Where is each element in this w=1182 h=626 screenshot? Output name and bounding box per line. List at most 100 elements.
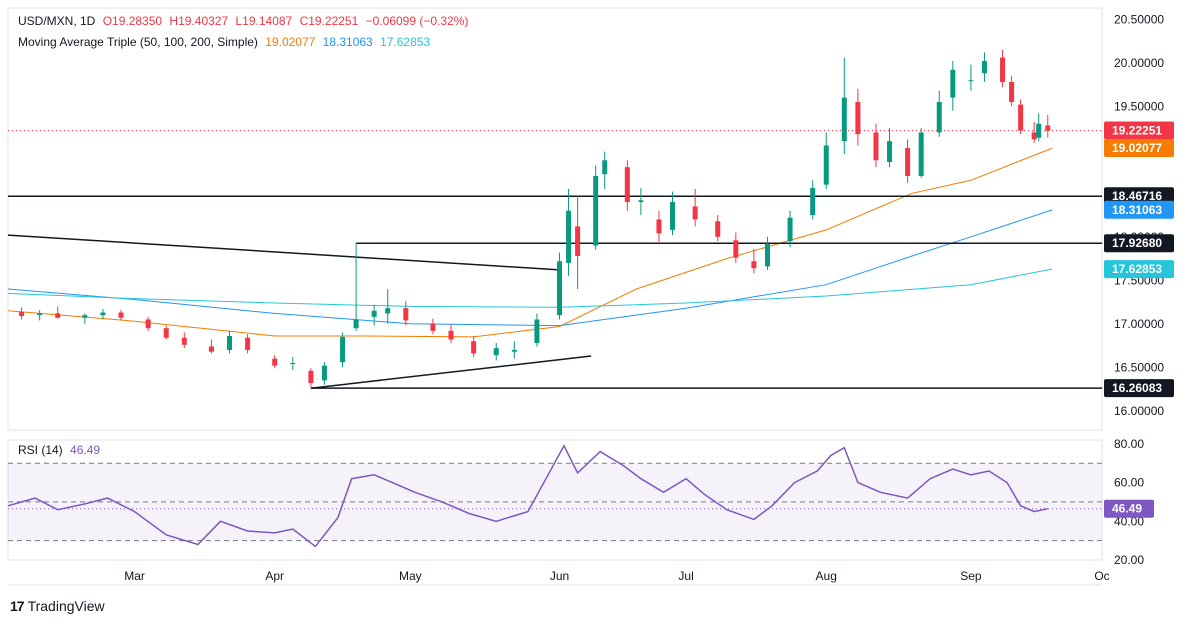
ma-title[interactable]: Moving Average Triple (50, 100, 200, Sim… [18, 35, 258, 49]
candle [751, 249, 757, 274]
candle-body [823, 145, 829, 185]
candle-body [670, 202, 676, 230]
candle [385, 289, 391, 324]
candle-body [272, 358, 278, 366]
price-axis-label-bg [1104, 139, 1174, 158]
candle [787, 210, 793, 248]
time-axis-label: Jul [678, 569, 693, 583]
candle [950, 61, 956, 111]
price-axis-tick-label: 17.00000 [1114, 317, 1164, 331]
candle [638, 188, 644, 216]
open-value: O19.28350 [102, 14, 163, 28]
candle [575, 195, 581, 290]
close-value: C19.22251 [299, 14, 359, 28]
rsi-axis-tick-label: 20.00 [1114, 553, 1144, 567]
candle [936, 90, 942, 137]
candle-body [715, 221, 721, 237]
trendline [7, 234, 560, 271]
rsi-axis-tick-label: 80.00 [1114, 437, 1144, 451]
candle-body [100, 312, 106, 316]
price-pane-frame [7, 7, 1103, 431]
candle [430, 318, 436, 335]
candle-body [692, 206, 698, 220]
rsi-line [7, 444, 1048, 548]
candle [810, 180, 816, 220]
candle-body [534, 319, 540, 343]
candle-body [624, 167, 630, 203]
change-value: −0.06099 (−0.32%) [365, 14, 469, 28]
candle [340, 332, 346, 368]
candle [353, 242, 359, 331]
candle-body [227, 336, 233, 350]
candle-body [353, 319, 359, 329]
ma-100-line [7, 209, 1053, 327]
low-value: L19.14087 [235, 14, 293, 28]
candle [764, 236, 770, 270]
candle [118, 309, 124, 321]
candle-body [471, 341, 477, 354]
candle [1000, 49, 1006, 88]
price-axis-label-bg [1104, 234, 1174, 253]
candle-body [308, 370, 314, 384]
price-axis-tick-label: 16.50000 [1114, 360, 1164, 374]
candle [1018, 99, 1024, 135]
price-axis-label: 17.62853 [1112, 262, 1162, 276]
candle-body [37, 313, 43, 316]
candle [1036, 113, 1042, 142]
ma200-value: 17.62853 [380, 35, 431, 49]
candle-body [873, 132, 879, 161]
candle-body [181, 337, 187, 345]
candle-body [593, 175, 599, 246]
time-axis-label: Jun [550, 569, 569, 583]
candle-body [290, 363, 296, 365]
candle-body [208, 346, 214, 352]
candle [692, 188, 698, 227]
candle-body [1000, 57, 1006, 82]
candle [1031, 121, 1037, 143]
candle-body [810, 188, 816, 216]
candle-body [493, 348, 499, 356]
candle [593, 165, 599, 250]
candle [1045, 115, 1051, 138]
candle [918, 128, 924, 178]
price-axis-label: 16.26083 [1112, 381, 1162, 395]
candle-body [163, 328, 169, 338]
rsi-value-label-bg [1104, 499, 1154, 518]
candle [981, 52, 987, 82]
candle-body [557, 261, 563, 316]
candle [733, 232, 739, 263]
price-axis-label: 17.92680 [1112, 236, 1162, 250]
candle [823, 132, 829, 189]
price-axis-label: 19.02077 [1112, 141, 1162, 155]
candle [82, 313, 88, 324]
candle-body [787, 217, 793, 242]
candle-body [905, 148, 911, 176]
tradingview-brand[interactable]: 17 TradingView [10, 598, 105, 614]
candle [181, 332, 187, 349]
candle [321, 362, 327, 385]
candle-body [1045, 125, 1051, 131]
candle-body [751, 261, 757, 269]
price-axis-tick-label: 20.00000 [1114, 56, 1164, 70]
candle [290, 356, 296, 370]
candle-body [981, 61, 987, 74]
rsi-axis-tick-label: 40.00 [1114, 514, 1144, 528]
time-axis-label: Sep [960, 569, 982, 583]
symbol-label[interactable]: USD/MXN, 1D [18, 14, 96, 28]
candle [1009, 75, 1015, 107]
candle [208, 339, 214, 354]
price-axis-tick-label: 19.50000 [1114, 99, 1164, 113]
candle [272, 355, 278, 369]
candle-body [855, 101, 861, 135]
ma-legend: Moving Average Triple (50, 100, 200, Sim… [18, 35, 434, 49]
candle-body [638, 200, 644, 203]
candle-body [968, 80, 974, 82]
candle-body [118, 312, 124, 318]
rsi-value: 46.49 [70, 443, 101, 457]
candle-body [245, 337, 251, 350]
time-axis-label: Aug [816, 569, 837, 583]
ma-200-line [7, 268, 1053, 308]
candle-body [887, 141, 893, 163]
rsi-title[interactable]: RSI (14) [18, 443, 63, 457]
